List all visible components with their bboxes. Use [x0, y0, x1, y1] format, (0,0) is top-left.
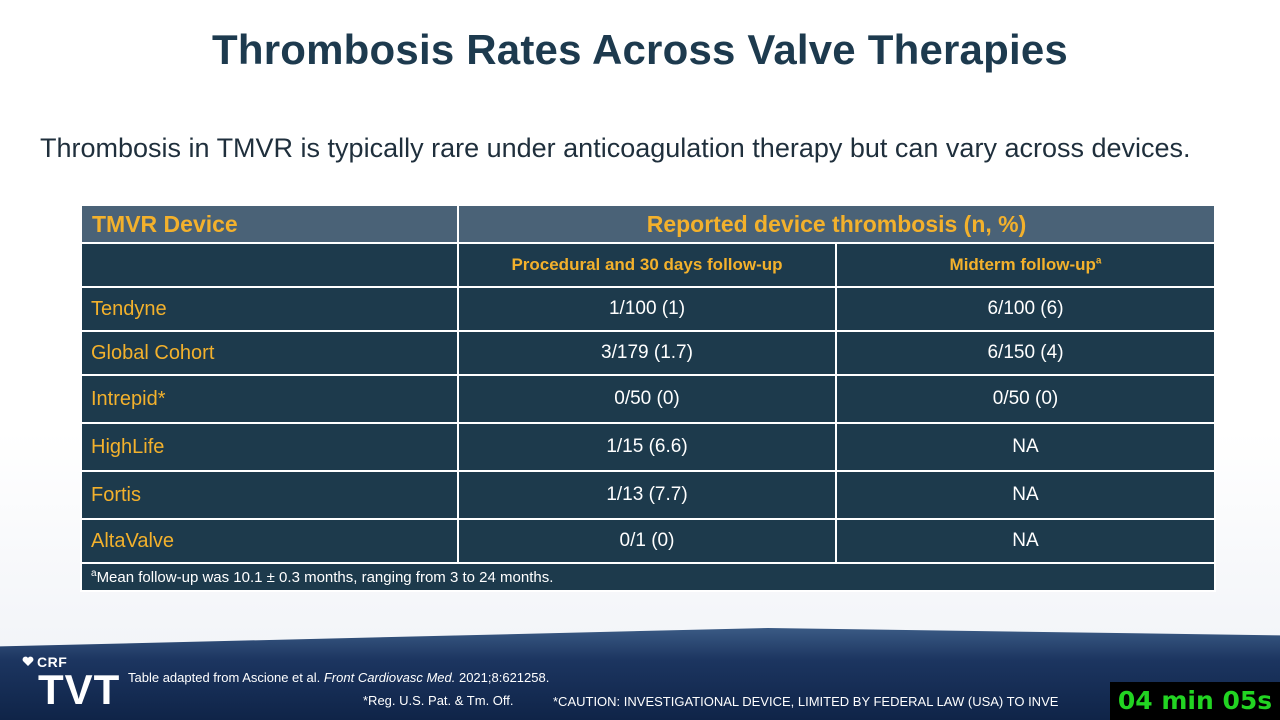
header-device: TMVR Device: [80, 204, 459, 244]
table-header-row: TMVR Device Reported device thrombosis (…: [80, 204, 1216, 244]
citation-suffix: 2021;8:621258.: [455, 670, 550, 685]
device-cell: Fortis: [80, 470, 459, 520]
device-cell: Global Cohort: [80, 330, 459, 376]
header-reported-thrombosis: Reported device thrombosis (n, %): [457, 204, 1216, 244]
crf-heart-icon: [22, 654, 34, 670]
registered-trademark-note: *Reg. U.S. Pat. & Tm. Off.: [363, 693, 514, 708]
device-cell: HighLife: [80, 422, 459, 472]
table-row: Intrepid* 0/50 (0) 0/50 (0): [80, 374, 1216, 424]
subheader-procedural: Procedural and 30 days follow-up: [457, 242, 837, 288]
table-footnote: aMean follow-up was 10.1 ± 0.3 months, r…: [80, 562, 1216, 592]
midterm-cell: 6/150 (4): [835, 330, 1216, 376]
device-cell: AltaValve: [80, 518, 459, 564]
subheader-midterm-sup: a: [1095, 255, 1102, 267]
thrombosis-table: TMVR Device Reported device thrombosis (…: [80, 204, 1216, 592]
table-row: Fortis 1/13 (7.7) NA: [80, 470, 1216, 520]
table-subheader-row: Procedural and 30 days follow-up Midterm…: [80, 242, 1216, 288]
tvt-logo: TVT: [38, 666, 121, 713]
footnote-text: Mean follow-up was 10.1 ± 0.3 months, ra…: [96, 568, 554, 586]
data-table: TMVR Device Reported device thrombosis (…: [80, 204, 1216, 592]
table-row: Global Cohort 3/179 (1.7) 6/150 (4): [80, 330, 1216, 376]
device-cell: Intrepid*: [80, 374, 459, 424]
caution-note: *CAUTION: INVESTIGATIONAL DEVICE, LIMITE…: [553, 694, 1059, 709]
crf-logo-text: CRF: [37, 654, 68, 670]
midterm-cell: NA: [835, 518, 1216, 564]
midterm-cell: NA: [835, 422, 1216, 472]
footer-band: [0, 628, 1280, 720]
midterm-cell: 6/100 (6): [835, 286, 1216, 332]
slide-title: Thrombosis Rates Across Valve Therapies: [212, 26, 1068, 73]
procedural-cell: 3/179 (1.7): [457, 330, 837, 376]
slide-subtitle: Thrombosis in TMVR is typically rare und…: [40, 133, 1191, 163]
table-row: Tendyne 1/100 (1) 6/100 (6): [80, 286, 1216, 332]
device-cell: Tendyne: [80, 286, 459, 332]
subheader-midterm-label: Midterm follow-up: [949, 255, 1096, 274]
countdown-timer: 04 min 05s: [1110, 682, 1280, 720]
citation-prefix: Table adapted from Ascione et al.: [128, 670, 324, 685]
footnote-sup: a: [91, 567, 97, 579]
crf-logo: CRF: [22, 654, 67, 670]
procedural-cell: 0/50 (0): [457, 374, 837, 424]
midterm-cell: 0/50 (0): [835, 374, 1216, 424]
subheader-midterm: Midterm follow-upa: [835, 242, 1216, 288]
table-row: AltaValve 0/1 (0) NA: [80, 518, 1216, 564]
table-footnote-row: aMean follow-up was 10.1 ± 0.3 months, r…: [80, 562, 1216, 592]
midterm-cell: NA: [835, 470, 1216, 520]
procedural-cell: 1/15 (6.6): [457, 422, 837, 472]
procedural-cell: 1/13 (7.7): [457, 470, 837, 520]
procedural-cell: 0/1 (0): [457, 518, 837, 564]
table-row: HighLife 1/15 (6.6) NA: [80, 422, 1216, 472]
procedural-cell: 1/100 (1): [457, 286, 837, 332]
citation-journal: Front Cardiovasc Med.: [323, 670, 456, 685]
subheader-blank: [80, 242, 459, 288]
citation: Table adapted from Ascione et al. Front …: [128, 670, 549, 685]
